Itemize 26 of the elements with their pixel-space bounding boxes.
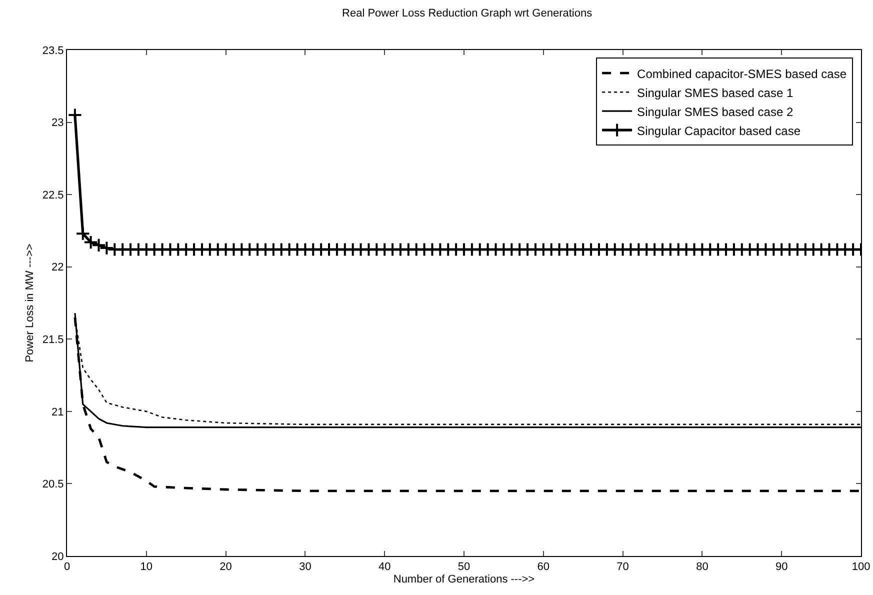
x-tick-label: 20	[220, 561, 232, 574]
y-tick-label: 20.5	[42, 478, 64, 491]
x-tick-label: 50	[458, 561, 470, 574]
y-tick-label: 22.5	[42, 189, 64, 202]
x-tick-label: 0	[64, 561, 70, 574]
legend-label: Combined capacitor-SMES based case	[637, 66, 847, 81]
x-tick-label: 60	[537, 561, 550, 574]
x-tick-label: 10	[140, 561, 153, 574]
y-tick-label: 22	[52, 262, 64, 274]
x-tick-label: 100	[852, 561, 870, 574]
y-tick-label: 23.5	[42, 44, 64, 57]
legend-label: Singular SMES based case 2	[637, 104, 794, 119]
x-tick-label: 30	[299, 561, 312, 574]
y-tick-label: 23	[52, 117, 64, 130]
y-axis-title: Power Loss in MW --->>	[24, 244, 36, 362]
x-tick-label: 40	[378, 561, 391, 574]
y-tick-label: 21	[52, 406, 64, 418]
x-axis-title: Number of Generations --->>	[393, 573, 535, 586]
x-tick-label: 70	[616, 561, 629, 574]
chart-title: Real Power Loss Reduction Graph wrt Generations	[342, 8, 593, 20]
y-tick-label: 21.5	[42, 334, 64, 346]
x-tick-label: 80	[696, 561, 708, 574]
y-tick-label: 20	[52, 550, 64, 563]
legend-label: Singular SMES based case 1	[637, 86, 794, 100]
x-tick-label: 90	[775, 561, 788, 574]
legend-label: Singular Capacitor based case	[637, 124, 801, 138]
